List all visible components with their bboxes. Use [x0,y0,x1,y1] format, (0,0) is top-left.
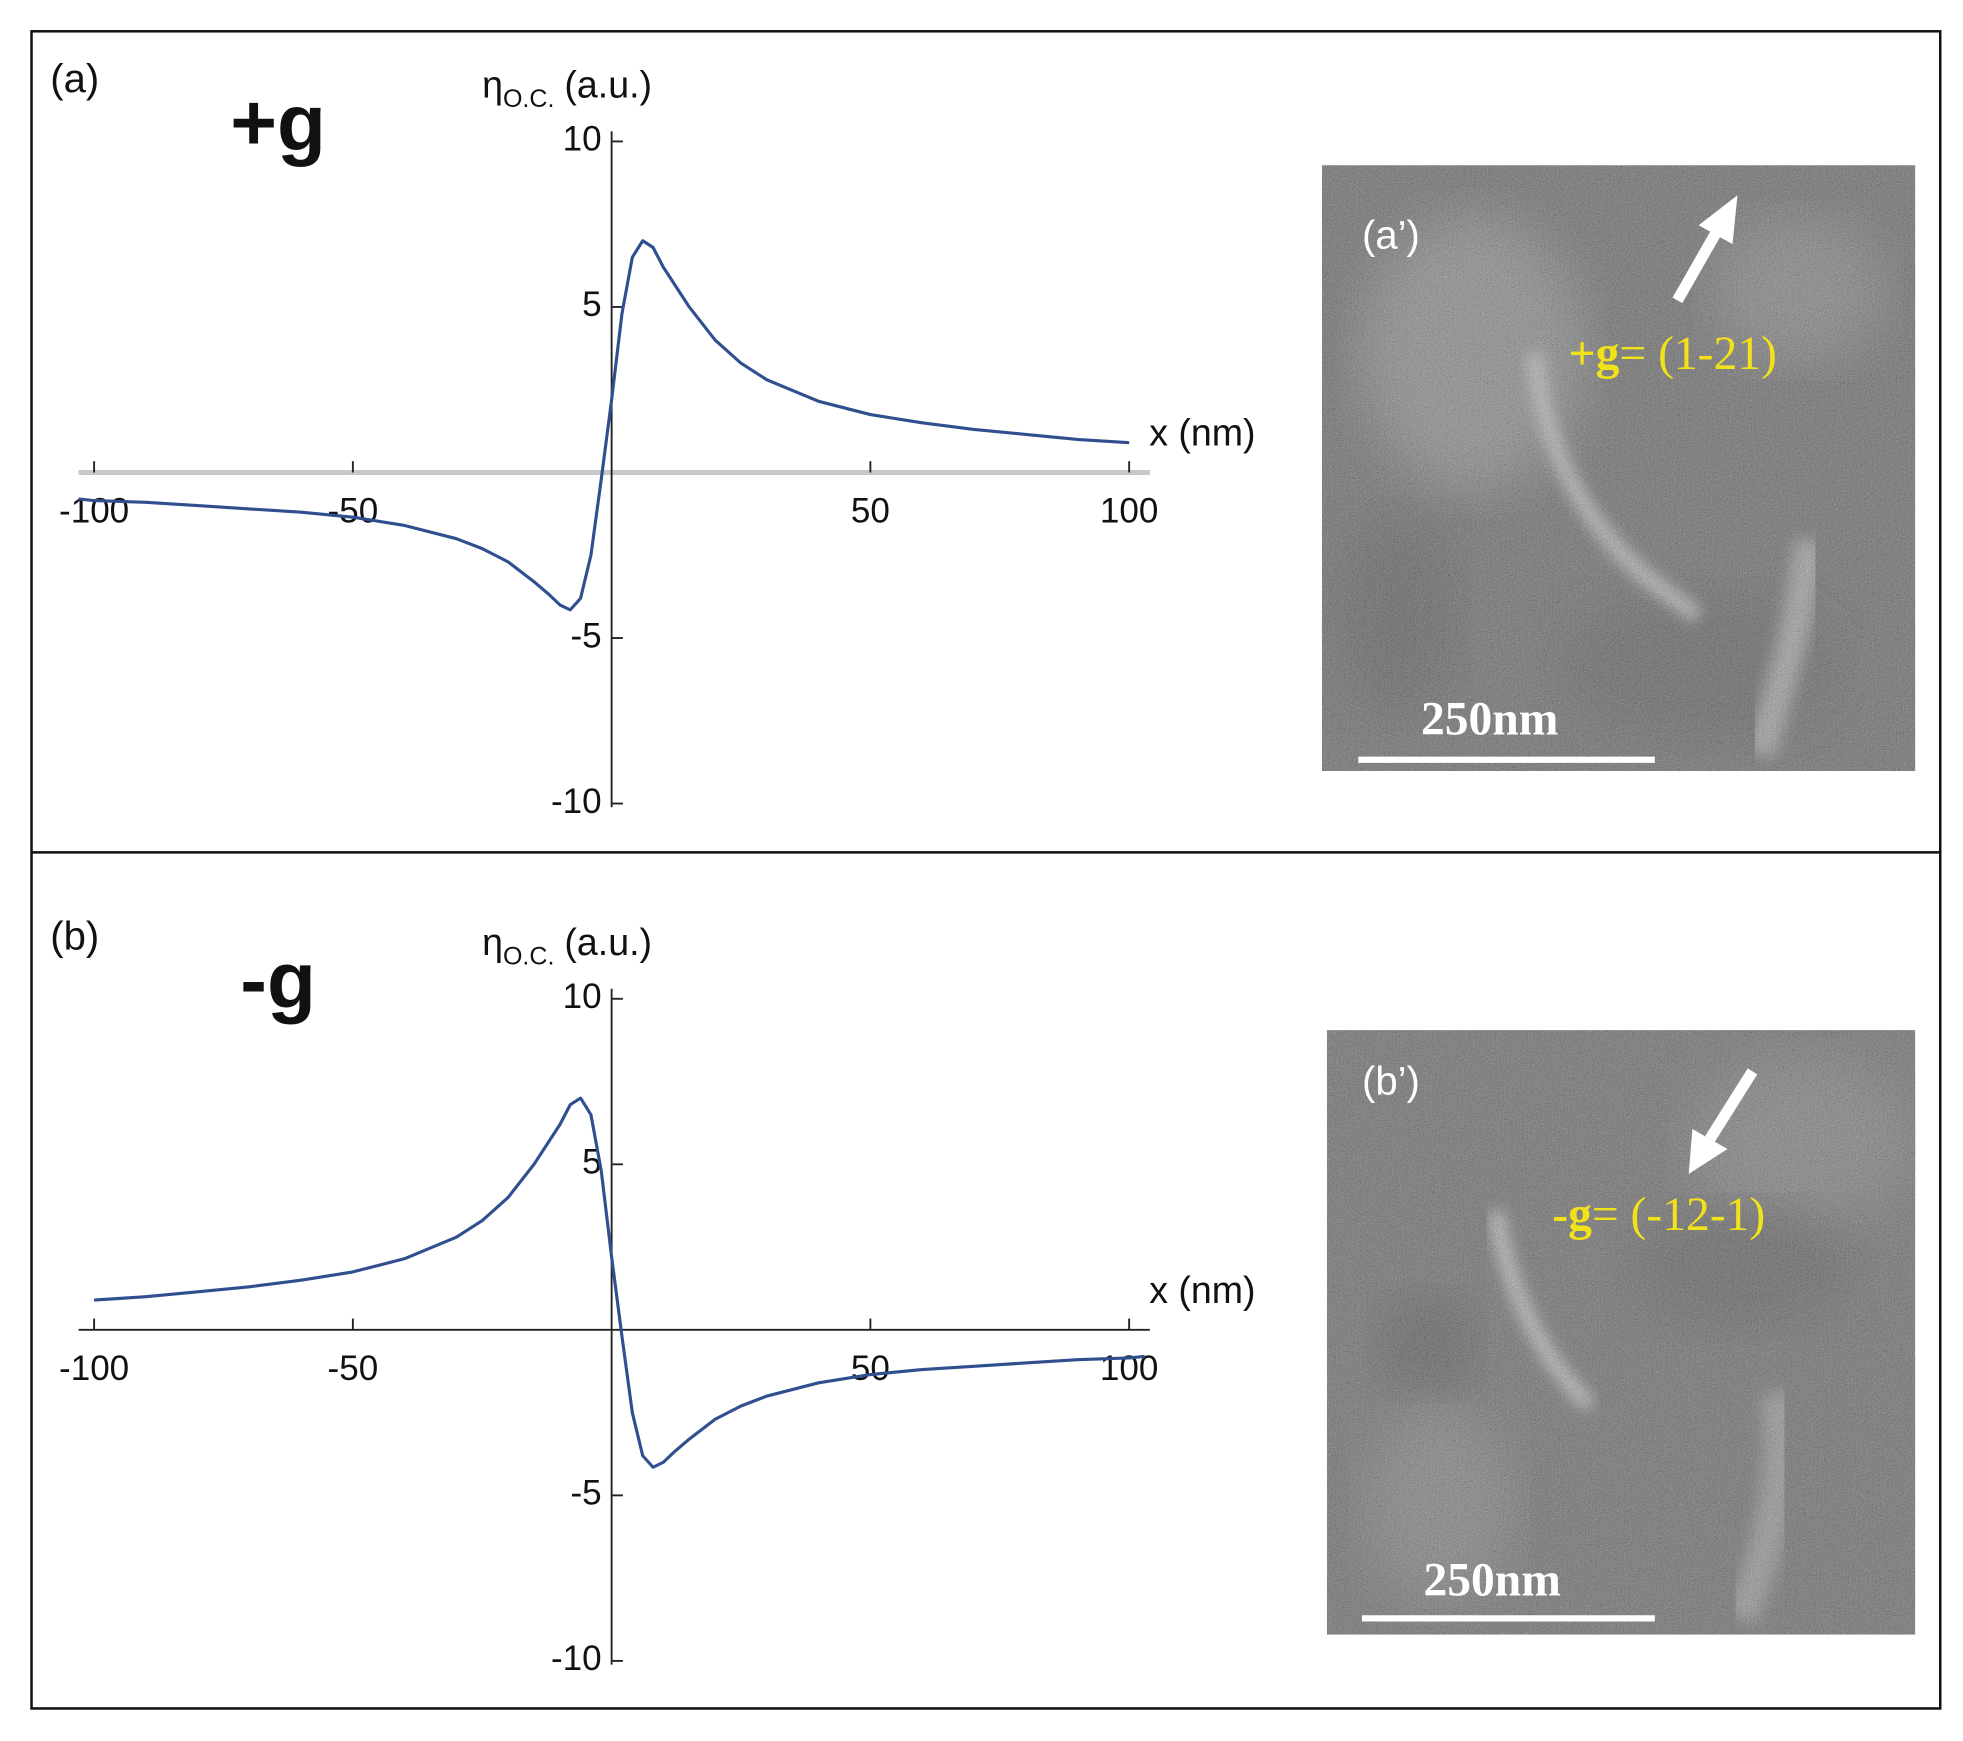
arrow-head [1688,1128,1728,1175]
arrow [1672,227,1723,304]
plot: (a) +g ηO.C. (a.u.) x (nm) -100 -50 50 100 -10 -5 5… [50,57,1255,821]
x-axis-label: x (nm) [1149,1269,1255,1311]
x-tick-label: 100 [1100,491,1158,530]
chart-title: +g [230,77,326,167]
x-tick-label: 50 [851,1349,890,1388]
y-axis-label: ηO.C. (a.u.) [482,64,652,113]
chart-title: -g [240,934,316,1024]
arrow [1705,1068,1758,1142]
image-panel-label: (a’) [1362,213,1420,257]
y-tick-label: -5 [570,616,601,655]
y-tick-label: 5 [582,285,601,324]
y-tick-label: -10 [551,782,602,821]
image-panel-label: (b’) [1362,1059,1420,1103]
y-tick-label: 10 [563,120,602,159]
frame [30,30,1942,1710]
plot: (b) -g ηO.C. (a.u.)x (nm)-100 -50 50 100-10-55… [50,914,1255,1678]
x-tick-label: -50 [328,1349,379,1388]
arrow-head [1698,195,1738,245]
x-tick-label: -100 [59,491,129,530]
data-line [78,239,1130,612]
micrograph: (b’) -g= (-12-1) 250nm [1326,1030,1916,1635]
scale-bar-label: 250nm [1423,1554,1560,1606]
x-axis-label: x (nm) [1149,411,1255,453]
panel-label: (a) [50,57,99,101]
x-tick-label: 100 [1100,1349,1158,1388]
y-axis-subscript: O.C. [503,942,554,970]
x-tick-label: -100 [59,1349,129,1388]
y-tick-label: 10 [563,977,602,1016]
y-tick-label: -5 [570,1474,601,1513]
scale-bar-label: 250nm [1421,693,1558,745]
g-vector-label: +g= (1-21) [1569,328,1777,380]
x-tick-label: 50 [851,491,890,530]
y-axis-subscript: O.C. [503,85,554,113]
y-axis-unit: (a.u.) [564,64,652,106]
data-line [94,1096,1145,1469]
y-axis-symbol: η [482,64,503,106]
panel-label: (b) [50,914,99,958]
micrograph: (a’) +g= (1-21) 250nm [1321,165,1916,771]
g-vector-label: -g= (-12-1) [1552,1189,1765,1241]
x-tick-label: -50 [328,491,379,530]
y-tick-label: -10 [551,1639,602,1678]
y-axis-symbol: η [482,921,503,963]
y-axis-label: ηO.C. (a.u.) [482,921,652,970]
y-axis-unit: (a.u.) [564,921,652,963]
